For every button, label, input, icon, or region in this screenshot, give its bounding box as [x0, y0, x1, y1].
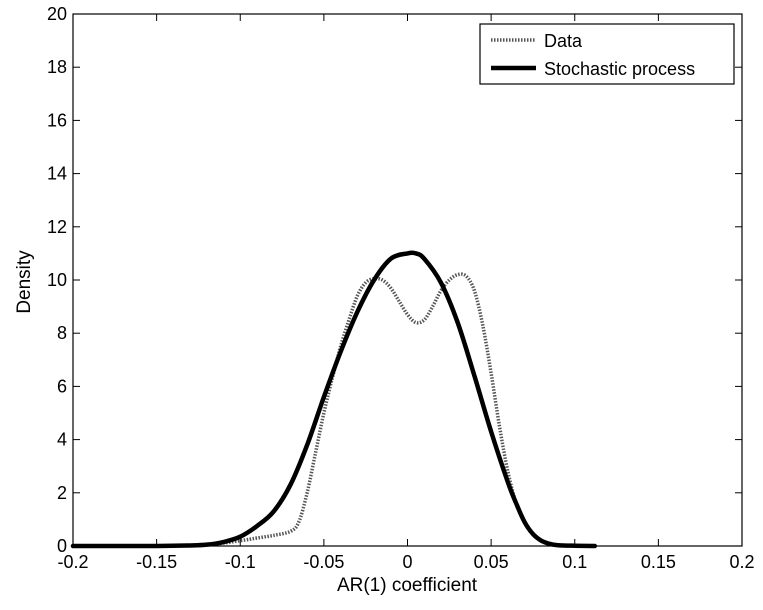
- y-tick-label: 6: [57, 376, 67, 396]
- x-tick-label: -0.05: [303, 552, 344, 572]
- y-tick-label: 14: [47, 164, 67, 184]
- x-tick-label: 0.05: [474, 552, 509, 572]
- plot-frame: [72, 13, 743, 547]
- x-axis-label: AR(1) coefficient: [337, 575, 478, 596]
- y-tick-label: 16: [47, 110, 67, 130]
- y-tick-label: 12: [47, 217, 67, 237]
- y-tick-label: 18: [47, 57, 67, 77]
- y-tick-label: 8: [57, 323, 67, 343]
- legend: Data Stochastic process: [479, 23, 735, 85]
- legend-label-data: Data: [544, 31, 583, 51]
- legend-box: [479, 23, 735, 85]
- x-tick-label: -0.2: [57, 552, 88, 572]
- x-tick-label: -0.15: [136, 552, 177, 572]
- y-tick-label: 0: [57, 536, 67, 556]
- series-line-stochastic-process: [70, 250, 598, 549]
- y-tick-label: 4: [57, 430, 67, 450]
- x-tick-label: 0.15: [641, 552, 676, 572]
- y-tick-label: 2: [57, 483, 67, 503]
- y-axis-label: Density: [14, 250, 35, 314]
- x-tick-label: 0.1: [562, 552, 587, 572]
- x-tick-label: -0.1: [225, 552, 256, 572]
- y-tick-label: 10: [47, 270, 67, 290]
- legend-label-stochastic: Stochastic process: [544, 59, 695, 79]
- y-tick-label: 20: [47, 4, 67, 24]
- x-tick-label: 0.2: [729, 552, 754, 572]
- x-tick-label: 0: [402, 552, 412, 572]
